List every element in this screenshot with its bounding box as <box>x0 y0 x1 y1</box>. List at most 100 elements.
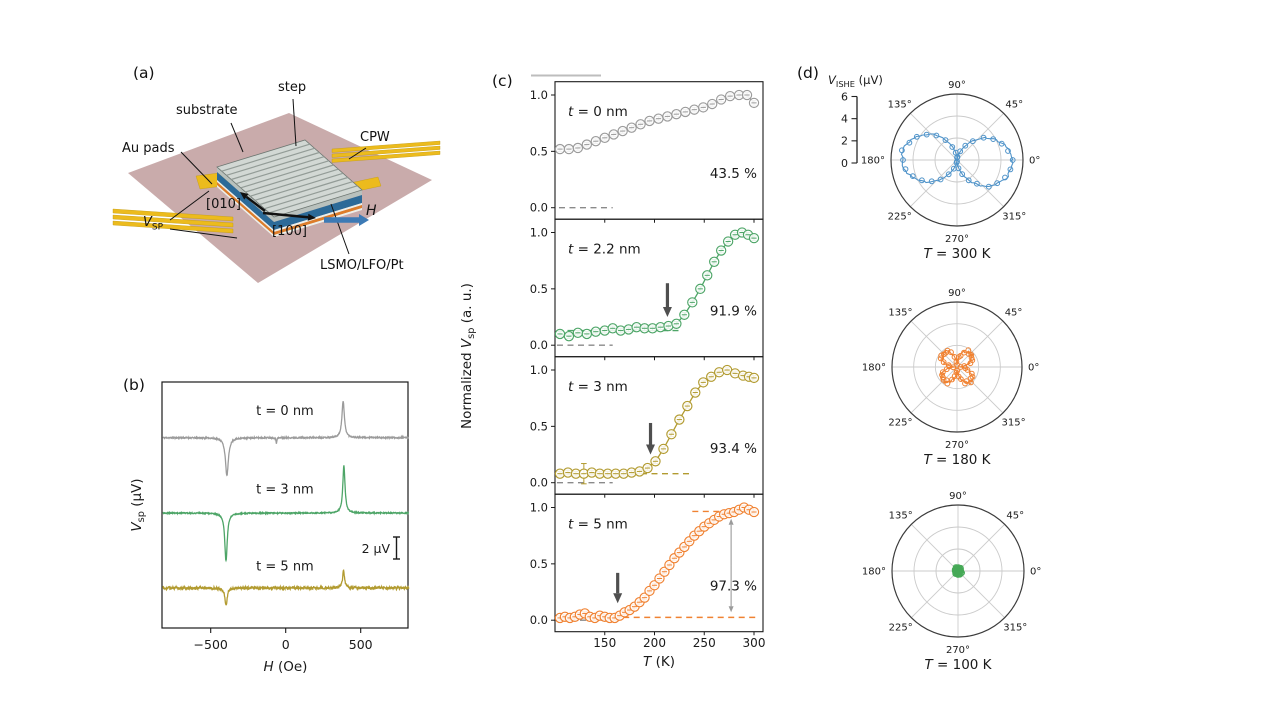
c-subplot-1: 0.0 0.5 1.0 t = 2.2 nm 91.9 % <box>530 218 764 361</box>
chip-step-stripes <box>221 143 358 214</box>
c-ytick: 1.0 <box>530 226 548 240</box>
c-series-markers-0 <box>554 89 760 155</box>
c-ytick: 1.0 <box>530 501 548 515</box>
c-percent-label: 97.3 % <box>710 578 757 594</box>
h-field-arrow <box>324 214 369 226</box>
d-angle-label: 0° <box>1030 567 1041 578</box>
c-xlabel: T (K) <box>643 654 675 670</box>
d-angle-label: 315° <box>1002 418 1026 429</box>
c-ytick: 0.0 <box>530 613 548 627</box>
cpw-left-traces <box>112 208 234 234</box>
d-angle-label: 270° <box>945 440 969 451</box>
d-angle-label: 180° <box>862 567 886 578</box>
label-cpw: CPW <box>360 130 390 145</box>
d-axis-title: VISHE (µV) <box>828 73 883 89</box>
c-series-markers-3 <box>554 502 760 624</box>
d-caption: T = 180 K <box>923 452 991 468</box>
d-rtick: 4 <box>841 112 848 125</box>
b-ylabel: Vsp (µV) <box>129 478 147 531</box>
b-trace-label: t = 3 nm <box>256 482 314 497</box>
d-polar-2: 0° 45° 90° 135° 180° 225° 270° 315° T = 100 K <box>862 491 1041 673</box>
c-xtick: 200 <box>643 636 666 650</box>
d-angle-label: 45° <box>1005 307 1023 318</box>
d-caption: T = 100 K <box>924 657 992 673</box>
leader-lines <box>169 98 367 255</box>
c-subplot-3: 0.0 0.5 1.0 t = 5 nm 97.3 % <box>530 493 764 636</box>
label-vsp-sub: SP <box>151 222 164 233</box>
d-angle-label: 135° <box>888 307 912 318</box>
d-curve-0 <box>900 133 1014 188</box>
c-ytick: 0.5 <box>530 282 548 296</box>
d-angle-label: 315° <box>1003 622 1027 633</box>
d-angle-label: 225° <box>888 211 912 222</box>
b-xtick: −500 <box>194 637 228 652</box>
c-xtick: 150 <box>593 636 616 650</box>
b-trace-label: t = 0 nm <box>256 404 314 419</box>
panel-b-chart: −500 0 500 H (Oe) Vsp (µV) t = 0 nm t = 3 nm t … <box>129 381 410 675</box>
b-scalebar: 2 µV <box>362 536 400 560</box>
d-angle-label: 270° <box>945 234 969 245</box>
d-angle-label: 315° <box>1002 211 1026 222</box>
panel-b-label: (b) <box>123 376 145 394</box>
c-subplot-0: 0.0 0.5 1.0 t = 0 nm 43.5 % <box>530 81 764 223</box>
label-100-direction: [100] <box>272 224 307 239</box>
d-markers-2 <box>951 564 965 578</box>
c-subplot-2: 0.0 0.5 1.0 t = 3 nm 93.4 % <box>530 356 764 498</box>
label-vsp-v: V <box>143 215 152 230</box>
label-field-h: H <box>366 203 377 219</box>
panel-c-label: (c) <box>492 72 513 90</box>
c-percent-label: 91.9 % <box>710 303 757 319</box>
d-rtick: 6 <box>841 90 848 103</box>
panel-c-chart: 0.0 0.5 1.0 t = 0 nm 43.5 % 0.0 0.5 1.0 t = 2.2 … <box>459 74 765 670</box>
b-trace-label: t = 5 nm <box>256 559 314 574</box>
panel-a-annotations <box>169 98 369 255</box>
d-polar-1: 0° 45° 90° 135° 180° 225° 270° 315° T = 180 K <box>862 288 1039 468</box>
d-angle-label: 225° <box>888 418 912 429</box>
d-angle-label: 45° <box>1005 100 1023 111</box>
c-ytick: 0.5 <box>530 144 548 158</box>
c-ytick: 0.5 <box>530 557 548 571</box>
c-ytick: 0.0 <box>530 201 548 215</box>
c-ytick: 1.0 <box>530 363 548 377</box>
d-markers-0 <box>899 131 1016 190</box>
label-au-pads: Au pads <box>122 141 175 156</box>
crystal-axes-arrows <box>240 192 369 226</box>
c-ylabel: Normalized Vsp (a. u.) <box>459 283 477 429</box>
c-xtick: 250 <box>693 636 716 650</box>
d-angle-label: 180° <box>861 156 885 167</box>
d-angle-label: 225° <box>889 622 913 633</box>
panel-d-charts: 0° 45° 90° 135° 180° 225° 270° 315° T = 300 K 0° 4… <box>828 73 1041 673</box>
d-markers-1 <box>937 347 976 387</box>
panel-d-label: (d) <box>797 64 819 82</box>
d-angle-label: 0° <box>1028 363 1039 374</box>
b-trace-0 <box>162 401 410 477</box>
d-angle-label: 90° <box>948 80 966 91</box>
d-rtick: 2 <box>841 135 848 148</box>
d-polar-0: 0° 45° 90° 135° 180° 225° 270° 315° T = 300 K <box>861 80 1040 262</box>
d-caption: T = 300 K <box>923 246 991 262</box>
b-xtick: 0 <box>282 637 290 652</box>
b-trace-1 <box>162 465 410 563</box>
c-series-markers-1 <box>554 227 760 342</box>
d-angle-label: 270° <box>946 645 970 656</box>
d-angle-label: 135° <box>888 100 912 111</box>
label-substrate: substrate <box>176 103 238 118</box>
c-thickness-label: t = 3 nm <box>568 379 628 395</box>
c-ytick: 0.5 <box>530 419 548 433</box>
c-ytick: 1.0 <box>530 88 548 102</box>
d-rtick: 0 <box>841 157 848 170</box>
chip-right-face <box>274 190 362 237</box>
c-series-markers-2 <box>554 364 760 485</box>
d-angle-label: 0° <box>1029 156 1040 167</box>
c-thickness-label: t = 5 nm <box>568 516 628 532</box>
c-thickness-label: t = 0 nm <box>568 104 628 120</box>
label-step: step <box>278 80 307 95</box>
cpw-right-traces <box>331 140 441 163</box>
d-angle-label: 180° <box>862 363 886 374</box>
b-xtick: 500 <box>349 637 373 652</box>
c-ytick: 0.0 <box>530 338 548 352</box>
d-angle-label: 45° <box>1006 511 1024 522</box>
b-scalebar-label: 2 µV <box>362 541 391 556</box>
